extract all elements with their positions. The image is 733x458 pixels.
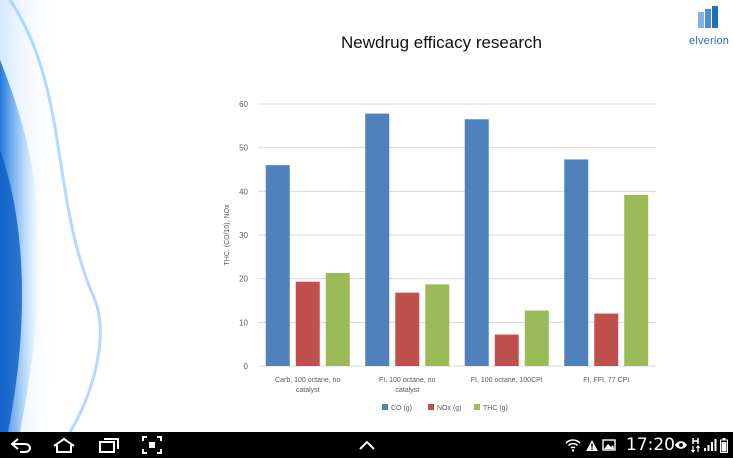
recent-apps-button[interactable] <box>96 435 122 455</box>
y-tick-label: 10 <box>239 318 248 327</box>
y-tick-label: 40 <box>239 187 248 196</box>
wifi-status <box>565 435 581 455</box>
battery-icon <box>720 437 728 453</box>
wifi-icon <box>565 439 581 452</box>
x-tick-label: Carb, 100 octane, no <box>275 377 340 384</box>
bar <box>624 194 649 366</box>
hsdpa-status <box>690 435 700 455</box>
hsdpa-icon <box>690 438 700 453</box>
legend-swatch <box>428 404 434 410</box>
bar <box>425 284 450 366</box>
x-tick-label: catalyst <box>296 387 320 394</box>
warning-status <box>585 435 599 455</box>
bar <box>494 334 519 366</box>
clock: 17:20 <box>626 435 675 455</box>
warning-icon <box>586 439 598 451</box>
slide: Newdrug efficacy research elverion 0 10 20… <box>0 0 729 432</box>
bar <box>265 165 290 366</box>
signal-icon <box>704 439 717 451</box>
android-system-bar: 17:20 <box>0 432 733 458</box>
home-icon <box>53 437 75 453</box>
gallery-status <box>602 435 616 455</box>
logo-text: elverion <box>689 35 730 47</box>
screenshot-icon <box>142 436 162 454</box>
logo-mark-icon <box>698 6 718 28</box>
y-tick-label: 50 <box>239 144 248 153</box>
expand-button[interactable] <box>356 435 378 455</box>
y-tick-label: 0 <box>244 362 249 371</box>
x-tick-label: FI, FFI, 77 CPI <box>583 377 629 384</box>
elverion-logo: elverion <box>689 6 729 47</box>
legend-swatch <box>382 404 388 410</box>
bar <box>524 310 549 366</box>
legend-swatch <box>474 404 480 410</box>
decorative-swoosh <box>0 0 102 432</box>
x-tick-label: catalyst <box>395 387 419 394</box>
back-button[interactable] <box>8 435 34 455</box>
legend-label: THC (g) <box>483 405 508 412</box>
x-tick-label: FI, 100 octane, 100CPI <box>471 377 543 384</box>
eye-icon <box>675 441 687 449</box>
bar <box>295 281 320 366</box>
screenshot-button[interactable] <box>140 435 164 455</box>
home-button[interactable] <box>50 435 78 455</box>
slide-title: Newdrug efficacy research <box>341 33 542 52</box>
chevron-up-icon <box>359 440 375 450</box>
signal-status <box>703 435 717 455</box>
bar <box>564 159 589 366</box>
x-tick-label: FI, 100 octane, no <box>379 377 436 384</box>
y-tick-label: 30 <box>239 231 248 240</box>
bar-chart: 0 10 20 30 40 50 60 THC, (CO/10), NOx Carb, 100 … <box>224 100 656 412</box>
eye-status <box>674 435 688 455</box>
bar <box>365 113 390 367</box>
y-axis-label: THC, (CO/10), NOx <box>224 204 231 266</box>
legend-label: CO (g) <box>391 405 412 412</box>
bar <box>594 313 619 366</box>
gallery-icon <box>602 439 616 451</box>
y-tick-label: 60 <box>239 100 248 109</box>
bar <box>395 292 420 366</box>
bar <box>464 119 489 367</box>
recent-apps-icon <box>99 438 119 453</box>
bar <box>325 272 350 366</box>
battery-status <box>719 435 729 455</box>
legend-label: NOx (g) <box>437 405 462 412</box>
back-icon <box>10 438 32 453</box>
y-tick-label: 20 <box>239 275 248 284</box>
